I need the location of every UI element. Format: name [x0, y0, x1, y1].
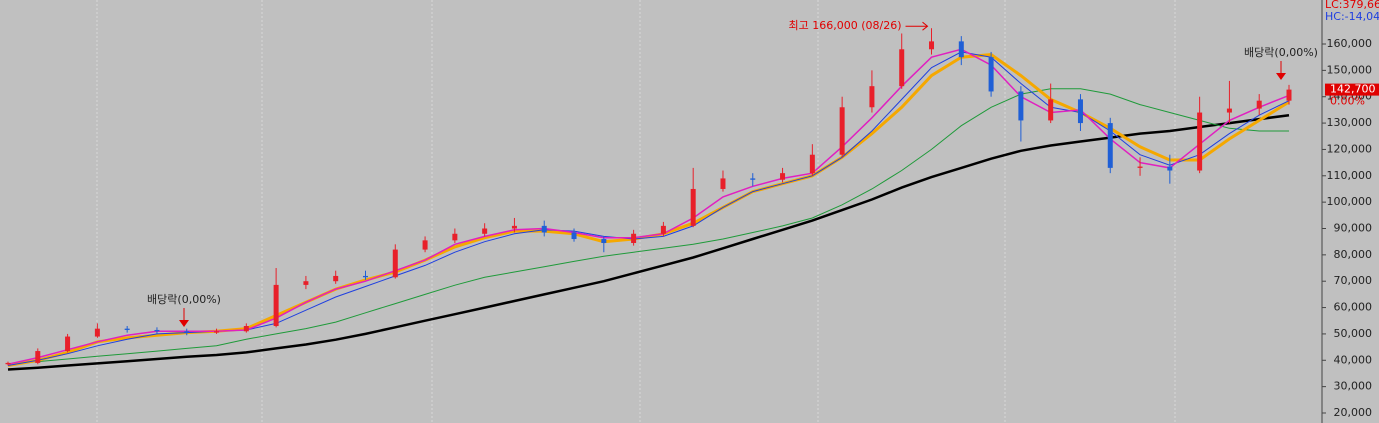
- candle-body: [601, 239, 607, 243]
- y-tick-label: 150,000: [1327, 63, 1373, 76]
- candle-body: [1286, 89, 1292, 101]
- candle-body: [273, 284, 279, 327]
- candle-body: [422, 240, 428, 250]
- candle-body: [929, 41, 935, 50]
- candle-body: [1048, 99, 1054, 121]
- y-tick-label: 40,000: [1334, 353, 1373, 366]
- moving-average-line: [7, 48, 1290, 365]
- lc-label: LC:379,66: [1325, 0, 1379, 11]
- y-tick-label: 110,000: [1327, 169, 1373, 182]
- y-tick-label: 80,000: [1334, 248, 1373, 261]
- y-tick-label: 100,000: [1327, 195, 1373, 208]
- y-tick-label: 20,000: [1334, 406, 1373, 419]
- candle-body: [65, 336, 71, 352]
- y-tick-label: 30,000: [1334, 380, 1373, 393]
- hc-label: HC:-14,04: [1325, 10, 1379, 23]
- y-tick-label: 60,000: [1334, 301, 1373, 314]
- moving-average-line: [7, 113, 1290, 371]
- dividend-arrow-head: [179, 320, 189, 327]
- candle-body: [1167, 166, 1173, 171]
- candle-body: [482, 228, 488, 234]
- y-tick-label: 120,000: [1327, 142, 1373, 155]
- candle-body: [869, 86, 875, 108]
- candle-body: [1226, 108, 1232, 113]
- y-tick-label: 70,000: [1334, 274, 1373, 287]
- candle-body: [571, 232, 577, 240]
- candle-body: [184, 331, 190, 333]
- candle-body: [243, 326, 249, 332]
- candle-body: [839, 107, 845, 155]
- y-tick-label: 130,000: [1327, 116, 1373, 129]
- candle-body: [1256, 100, 1262, 109]
- candle-body: [154, 329, 160, 332]
- y-tick-label: 90,000: [1334, 221, 1373, 234]
- high-annotation: 최고 166,000 (08/26): [788, 19, 901, 32]
- candle-body: [392, 249, 398, 278]
- candle-body: [899, 49, 905, 87]
- candle-body: [5, 362, 11, 365]
- candle-body: [750, 178, 756, 180]
- candle-body: [511, 225, 517, 229]
- y-tick-label: 160,000: [1327, 37, 1373, 50]
- candle-body: [660, 225, 666, 234]
- last-price-label: 142,700: [1330, 83, 1376, 96]
- candle-body: [214, 331, 220, 333]
- last-price-box: [1325, 83, 1379, 96]
- candle-body: [780, 173, 786, 180]
- candle-body: [1197, 112, 1203, 171]
- candle-body: [94, 328, 100, 337]
- candle-body: [720, 178, 726, 189]
- candle-body: [124, 328, 130, 330]
- moving-average-line: [7, 88, 1289, 365]
- candle-body: [988, 57, 994, 92]
- y-tick-label: 50,000: [1334, 327, 1373, 340]
- candle-body: [1137, 166, 1143, 168]
- high-arrow: [905, 21, 929, 31]
- candle-body: [1018, 91, 1024, 121]
- candle-body: [631, 233, 637, 243]
- dividend-arrow-head: [1276, 73, 1286, 80]
- candle-body: [809, 154, 815, 174]
- candle-body: [452, 233, 458, 241]
- candle-body: [541, 225, 547, 233]
- candle-body: [362, 275, 368, 278]
- candle-body: [1077, 99, 1083, 124]
- vertical-grid: [96, 0, 1176, 423]
- dividend-annotation: 배당락(0,00%): [147, 293, 221, 306]
- candle-body: [303, 281, 309, 285]
- candle-body: [690, 188, 696, 226]
- candle-body: [333, 275, 339, 282]
- candle-body: [958, 41, 964, 58]
- candle-body: [1107, 123, 1113, 168]
- change-label: 0.00%: [1330, 95, 1365, 108]
- candle-body: [35, 351, 41, 363]
- dividend-annotation: 배당락(0,00%): [1244, 46, 1318, 59]
